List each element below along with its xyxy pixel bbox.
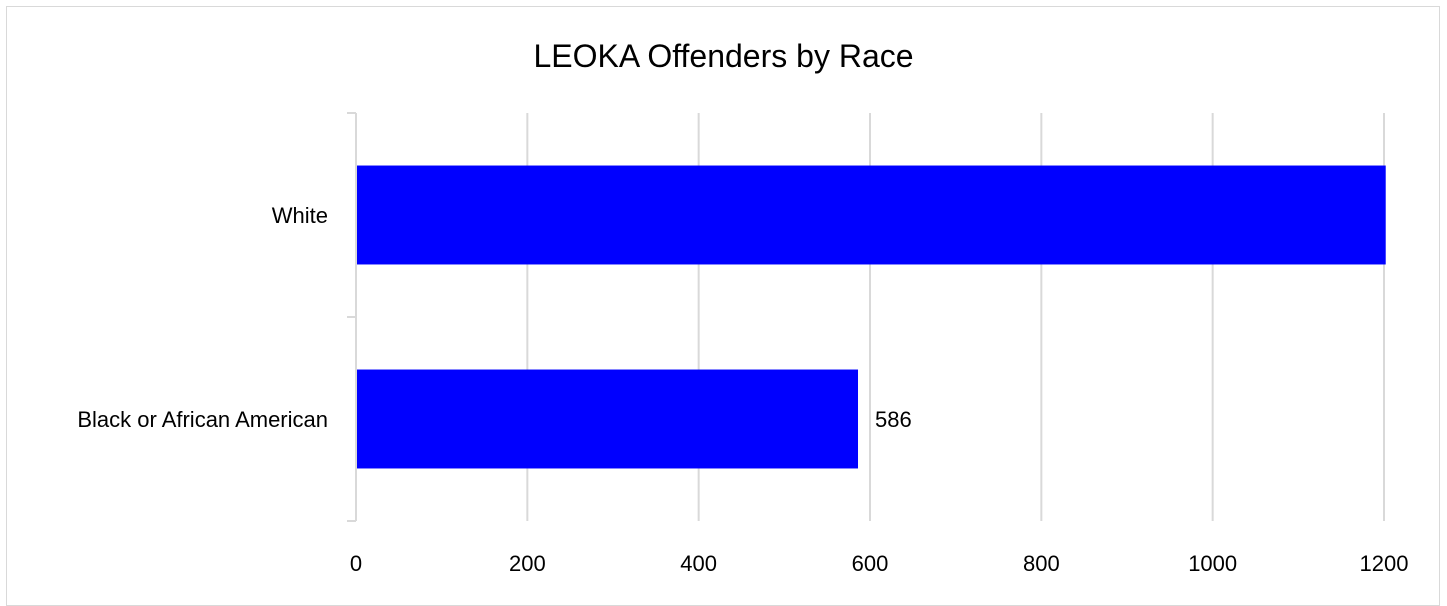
data-label: 586 xyxy=(875,407,912,432)
chart-title: LEOKA Offenders by Race xyxy=(533,38,914,74)
labels: 0 200 400 600 800 1000 1200 White Black or Afric… xyxy=(77,203,1408,576)
category-label: White xyxy=(272,203,328,228)
x-tick-label: 1000 xyxy=(1188,551,1237,576)
bar-white xyxy=(357,165,1386,265)
x-tick-label: 800 xyxy=(1023,551,1060,576)
x-tick-label: 0 xyxy=(350,551,362,576)
bar-black-or-african-american xyxy=(357,369,859,469)
category-label: Black or African American xyxy=(77,407,328,432)
bars xyxy=(357,165,1386,469)
category-axis xyxy=(347,112,357,522)
chart-frame xyxy=(6,6,1440,606)
x-tick-label: 400 xyxy=(680,551,717,576)
x-tick-label: 200 xyxy=(509,551,546,576)
x-tick-label: 600 xyxy=(852,551,889,576)
x-tick-label: 1200 xyxy=(1360,551,1409,576)
bar-chart: 0 200 400 600 800 1000 1200 White Black or Afric… xyxy=(77,112,1408,576)
